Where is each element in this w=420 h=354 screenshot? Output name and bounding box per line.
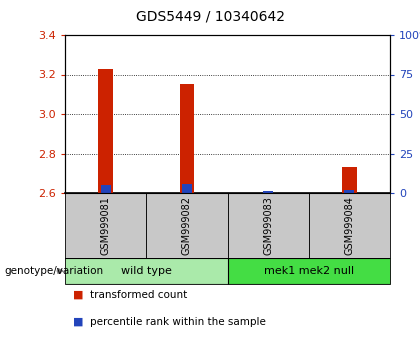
Bar xyxy=(65,258,228,284)
Bar xyxy=(146,193,228,258)
Bar xyxy=(263,192,273,193)
Text: transformed count: transformed count xyxy=(90,290,187,300)
Text: mek1 mek2 null: mek1 mek2 null xyxy=(264,266,354,276)
Bar xyxy=(342,167,357,193)
Text: wild type: wild type xyxy=(121,266,172,276)
Bar xyxy=(182,183,192,193)
Text: GSM999083: GSM999083 xyxy=(263,196,273,255)
Text: percentile rank within the sample: percentile rank within the sample xyxy=(90,316,266,326)
Text: genotype/variation: genotype/variation xyxy=(4,266,103,276)
Bar xyxy=(180,84,194,193)
Bar xyxy=(98,69,113,193)
Bar xyxy=(344,190,354,193)
Text: ■: ■ xyxy=(74,290,84,300)
Bar xyxy=(228,193,309,258)
Bar xyxy=(309,193,390,258)
Text: GSM999084: GSM999084 xyxy=(344,196,354,255)
Text: GDS5449 / 10340642: GDS5449 / 10340642 xyxy=(136,10,284,24)
Bar xyxy=(65,193,146,258)
Bar xyxy=(228,258,390,284)
Text: GSM999081: GSM999081 xyxy=(101,196,110,255)
Bar xyxy=(100,185,111,193)
Text: ■: ■ xyxy=(74,316,84,326)
Text: GSM999082: GSM999082 xyxy=(182,196,192,255)
